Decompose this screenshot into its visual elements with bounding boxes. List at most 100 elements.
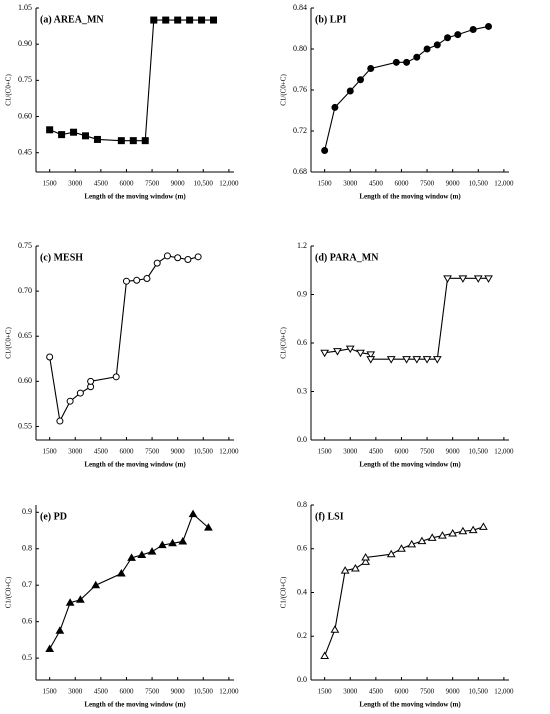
y-tick-label: 0.6 [22,616,32,625]
x-tick-label: 4500 [94,448,109,456]
marker [320,651,330,659]
marker [58,131,66,139]
marker [56,417,64,425]
marker [357,76,364,84]
y-axis-label: C1/(C0+C) [5,576,13,608]
x-tick-label: 7500 [145,448,160,456]
y-tick-label: 0.65 [18,331,32,340]
x-axis-label: Length of the moving window (m) [84,701,186,709]
y-tick-label: 0.4 [297,587,307,596]
marker [174,16,182,24]
x-tick-label: 6000 [394,180,409,188]
marker [198,16,206,24]
marker [163,252,171,260]
marker [402,356,411,364]
marker [392,58,400,66]
x-tick-label: 12,000 [219,448,239,456]
marker [82,132,89,140]
marker [432,356,442,364]
y-axis-label: C1/(C0+C) [5,327,13,359]
marker [367,64,375,72]
marker [417,536,427,545]
marker [330,625,340,633]
x-tick-label: 6000 [119,180,134,188]
marker [433,41,441,49]
marker [194,253,202,261]
marker [320,349,330,358]
marker [422,356,432,364]
marker [174,254,182,262]
marker [46,126,54,134]
y-tick-label: 0.75 [18,241,32,250]
marker [117,137,125,145]
marker [346,87,354,95]
x-tick-label: 12,000 [494,180,514,188]
y-tick-label: 0.80 [293,44,307,53]
marker [55,626,65,634]
y-tick-label: 0.72 [293,126,307,135]
marker [147,547,157,555]
marker [210,16,218,24]
y-tick-label: 0.45 [18,148,32,157]
series-line [49,513,209,650]
marker [91,580,101,589]
x-tick-label: 12,000 [219,180,239,188]
marker [168,538,177,547]
marker [46,353,54,361]
marker [423,45,431,53]
y-axis-label: C1/(C0+C) [280,327,288,359]
marker [412,356,422,364]
marker [188,509,198,518]
x-axis-label: Length of the moving window (m) [84,461,186,469]
y-tick-label: 0.70 [18,286,32,295]
marker [458,275,468,283]
x-tick-label: 7500 [145,180,160,188]
marker [66,397,74,405]
marker [448,528,458,537]
x-tick-label: 6000 [394,448,409,456]
marker [186,16,194,24]
marker [443,275,452,283]
marker [45,644,55,653]
y-axis-label: C1/(C0+C) [280,576,288,608]
marker [403,58,411,66]
y-tick-label: 0.8 [297,500,307,509]
x-tick-label: 7500 [420,180,435,188]
x-tick-label: 1500 [43,688,58,696]
marker [76,595,85,603]
x-tick-label: 9000 [446,448,461,456]
marker [458,526,468,535]
marker [361,553,370,561]
x-tick-label: 6000 [119,688,134,696]
x-tick-label: 10,500 [194,688,214,696]
x-tick-label: 10,500 [194,180,214,188]
y-tick-label: 0.75 [18,75,32,84]
y-tick-label: 0.2 [297,631,307,640]
panel-title: (a) AREA_MN [40,14,104,25]
marker [321,146,329,154]
marker [178,536,188,545]
marker [427,533,437,541]
y-tick-label: 0.76 [293,85,307,94]
panel-title: (f) LSI [315,511,344,522]
x-tick-label: 3000 [68,448,83,456]
marker [397,544,406,552]
marker [184,256,192,264]
x-tick-label: 4500 [369,180,384,188]
marker [116,569,126,577]
y-tick-label: 1.2 [297,241,307,250]
marker [454,31,462,39]
x-axis-label: Length of the moving window (m) [359,701,461,709]
x-tick-label: 9000 [171,180,186,188]
x-tick-label: 6000 [119,448,134,456]
x-tick-label: 10,500 [469,448,489,456]
y-tick-label: 0.6 [297,544,307,553]
x-tick-label: 3000 [68,180,83,188]
marker [366,351,376,359]
y-tick-label: 0.9 [22,507,32,516]
marker [153,259,161,267]
marker [484,275,493,283]
y-tick-label: 0.68 [293,167,307,176]
y-tick-label: 0.0 [297,435,307,444]
